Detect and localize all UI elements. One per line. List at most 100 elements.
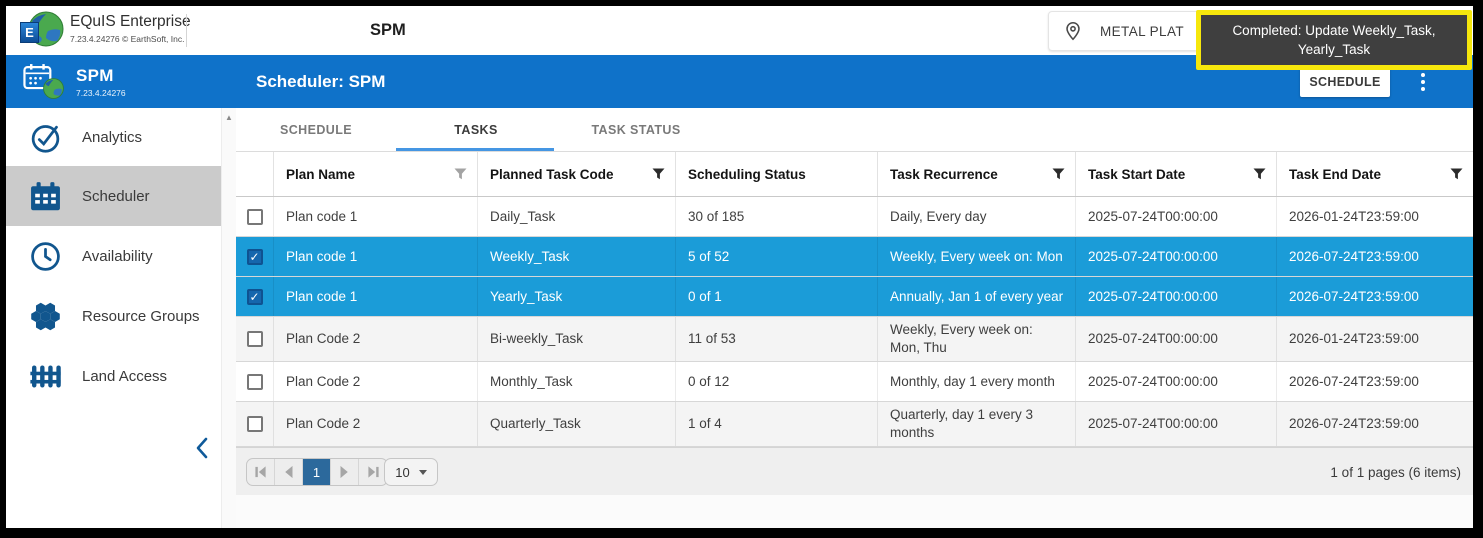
calendar-icon xyxy=(28,179,62,213)
chevron-down-icon xyxy=(418,469,427,475)
table-row[interactable]: Plan Code 2 Monthly_Task 0 of 12 Monthly, d… xyxy=(236,362,1473,402)
column-header-planned-task-code[interactable]: Planned Task Code xyxy=(478,152,676,196)
equis-logo[interactable]: E xyxy=(20,10,64,52)
sidebar-item-analytics[interactable]: Analytics xyxy=(6,108,221,166)
sidebar-item-label: Resource Groups xyxy=(82,307,200,325)
table-row[interactable]: Plan Code 2 Bi-weekly_Task 11 of 53 Weekly,… xyxy=(236,317,1473,362)
cell-plan-name[interactable]: Plan code 1 xyxy=(274,197,478,236)
column-header-plan-name[interactable]: Plan Name xyxy=(274,152,478,196)
cell-task-code[interactable]: Daily_Task xyxy=(478,197,676,236)
column-header-task-start-date[interactable]: Task Start Date xyxy=(1076,152,1277,196)
cell-end[interactable]: 2026-01-24T23:59:00 xyxy=(1289,208,1419,224)
sidebar-item-land-access[interactable]: Land Access xyxy=(6,346,221,406)
tab-tasks[interactable]: TASKS xyxy=(396,108,556,151)
cell-recurrence[interactable]: Daily, Every day xyxy=(878,197,1076,236)
cell-status[interactable]: 0 of 1 xyxy=(676,277,878,316)
row-checkbox-cell: ✓ xyxy=(236,237,274,276)
table-row[interactable]: ✓ Plan code 1 Yearly_Task 0 of 1 Annually, … xyxy=(236,277,1473,317)
next-page-button[interactable] xyxy=(331,459,359,485)
tab-schedule[interactable]: SCHEDULE xyxy=(280,122,352,137)
column-header-label: Plan Name xyxy=(286,166,356,182)
cell-end[interactable]: 2026-07-24T23:59:00 xyxy=(1289,373,1419,389)
grid-body: Plan code 1 Daily_Task 30 of 185 Daily, Eve… xyxy=(236,197,1473,447)
facility-label: METAL PLAT xyxy=(1100,23,1185,39)
cell-task-code[interactable]: Quarterly_Task xyxy=(478,402,676,446)
schedule-button[interactable]: SCHEDULE xyxy=(1300,67,1390,97)
last-page-button[interactable] xyxy=(359,459,387,485)
filter-icon[interactable] xyxy=(1253,168,1266,180)
sidebar-app-name: SPM xyxy=(76,65,114,85)
page-size-dropdown[interactable]: 10 xyxy=(384,458,438,486)
column-header-scheduling-status[interactable]: Scheduling Status xyxy=(676,152,878,196)
row-checkbox[interactable] xyxy=(246,373,263,390)
cell-start[interactable]: 2025-07-24T00:00:00 xyxy=(1076,362,1277,401)
cell-plan-name[interactable]: Plan Code 2 xyxy=(274,362,478,401)
cell-end[interactable]: 2026-01-24T23:59:00 xyxy=(1289,331,1419,346)
row-checkbox-cell xyxy=(236,362,274,401)
table-row[interactable]: Plan code 1 Daily_Task 30 of 185 Daily, Eve… xyxy=(236,197,1473,237)
cell-start[interactable]: 2025-07-24T00:00:00 xyxy=(1076,197,1277,236)
table-row[interactable]: ✓ Plan code 1 Weekly_Task 5 of 52 Weekly, E… xyxy=(236,237,1473,277)
cell-recurrence[interactable]: Weekly, Every week on: Mon xyxy=(878,237,1076,276)
pager-summary: 1 of 1 pages (6 items) xyxy=(1330,464,1461,480)
cell-task-code[interactable]: Bi-weekly_Task xyxy=(478,317,676,361)
tab-task-status[interactable]: TASK STATUS xyxy=(591,122,681,137)
cell-task-code[interactable]: Monthly_Task xyxy=(478,362,676,401)
widget-header: Scheduler: SPM SCHEDULE xyxy=(236,55,1473,108)
scroll-up-icon[interactable]: ▲ xyxy=(225,113,233,122)
grid-header: Plan Name Planned Task Code Scheduling S… xyxy=(236,152,1473,197)
hexagons-icon xyxy=(28,299,62,333)
row-checkbox[interactable] xyxy=(246,416,263,432)
main-panel: Scheduler: SPM SCHEDULE SCHEDULE TASKS TAS… xyxy=(236,55,1473,528)
table-row[interactable]: Plan Code 2 Quarterly_Task 1 of 4 Quarterly… xyxy=(236,402,1473,447)
cell-plan-name[interactable]: Plan Code 2 xyxy=(274,317,478,361)
cell-end[interactable]: 2026-07-24T23:59:00 xyxy=(1289,416,1419,431)
cell-status[interactable]: 11 of 53 xyxy=(676,317,878,361)
sidebar-item-resource-groups[interactable]: Resource Groups xyxy=(6,286,221,346)
cell-plan-name[interactable]: Plan Code 2 xyxy=(274,402,478,446)
cell-end[interactable]: 2026-07-24T23:59:00 xyxy=(1289,288,1419,304)
top-bar: E EQuIS Enterprise 7.23.4.24276 © EarthS… xyxy=(6,6,1473,70)
first-page-button[interactable] xyxy=(247,459,275,485)
toast-line-1: Completed: Update Weekly_Task, xyxy=(1232,23,1436,38)
filter-icon[interactable] xyxy=(1052,168,1065,180)
sidebar-scrollbar[interactable]: ▲ xyxy=(221,108,236,528)
cell-start[interactable]: 2025-07-24T00:00:00 xyxy=(1076,317,1277,361)
cell-recurrence[interactable]: Quarterly, day 1 every 3 months xyxy=(878,402,1076,446)
cell-start[interactable]: 2025-07-24T00:00:00 xyxy=(1076,237,1277,276)
cell-plan-name[interactable]: Plan code 1 xyxy=(274,277,478,316)
row-checkbox[interactable] xyxy=(246,208,263,225)
row-checkbox-cell xyxy=(236,197,274,236)
kebab-menu-icon[interactable] xyxy=(1414,68,1432,96)
cell-task-code[interactable]: Weekly_Task xyxy=(478,237,676,276)
cell-recurrence[interactable]: Weekly, Every week on: Mon, Thu xyxy=(878,317,1076,361)
column-header-task-end-date[interactable]: Task End Date xyxy=(1277,152,1473,196)
cell-status[interactable]: 1 of 4 xyxy=(676,402,878,446)
cell-recurrence[interactable]: Annually, Jan 1 of every year xyxy=(878,277,1076,316)
cell-start[interactable]: 2025-07-24T00:00:00 xyxy=(1076,277,1277,316)
cell-status[interactable]: 0 of 12 xyxy=(676,362,878,401)
pager-bar: 1 10 1 of 1 pages (6 items) xyxy=(236,447,1473,495)
sidebar-item-availability[interactable]: Availability xyxy=(6,226,221,286)
filter-icon[interactable] xyxy=(454,168,467,180)
column-header-task-recurrence[interactable]: Task Recurrence xyxy=(878,152,1076,196)
sidebar-item-scheduler[interactable]: Scheduler xyxy=(6,166,221,226)
check-circle-icon xyxy=(28,120,62,154)
filter-icon[interactable] xyxy=(1450,168,1463,180)
cell-status[interactable]: 5 of 52 xyxy=(676,237,878,276)
row-checkbox[interactable]: ✓ xyxy=(246,288,263,305)
filter-icon[interactable] xyxy=(652,168,665,180)
cell-task-code[interactable]: Yearly_Task xyxy=(478,277,676,316)
brand-version: 7.23.4.24276 © EarthSoft, Inc. xyxy=(70,34,185,44)
cell-end[interactable]: 2026-07-24T23:59:00 xyxy=(1289,248,1419,264)
cell-status[interactable]: 30 of 185 xyxy=(676,197,878,236)
cell-plan-name[interactable]: Plan code 1 xyxy=(274,237,478,276)
row-checkbox[interactable]: ✓ xyxy=(246,248,263,265)
sidebar-item-label: Scheduler xyxy=(82,187,150,205)
cell-start[interactable]: 2025-07-24T00:00:00 xyxy=(1076,402,1277,446)
previous-page-button[interactable] xyxy=(275,459,303,485)
row-checkbox[interactable] xyxy=(246,331,263,347)
cell-recurrence[interactable]: Monthly, day 1 every month xyxy=(878,362,1076,401)
sidebar-collapse-button[interactable] xyxy=(188,434,216,462)
current-page-button[interactable]: 1 xyxy=(303,459,331,485)
